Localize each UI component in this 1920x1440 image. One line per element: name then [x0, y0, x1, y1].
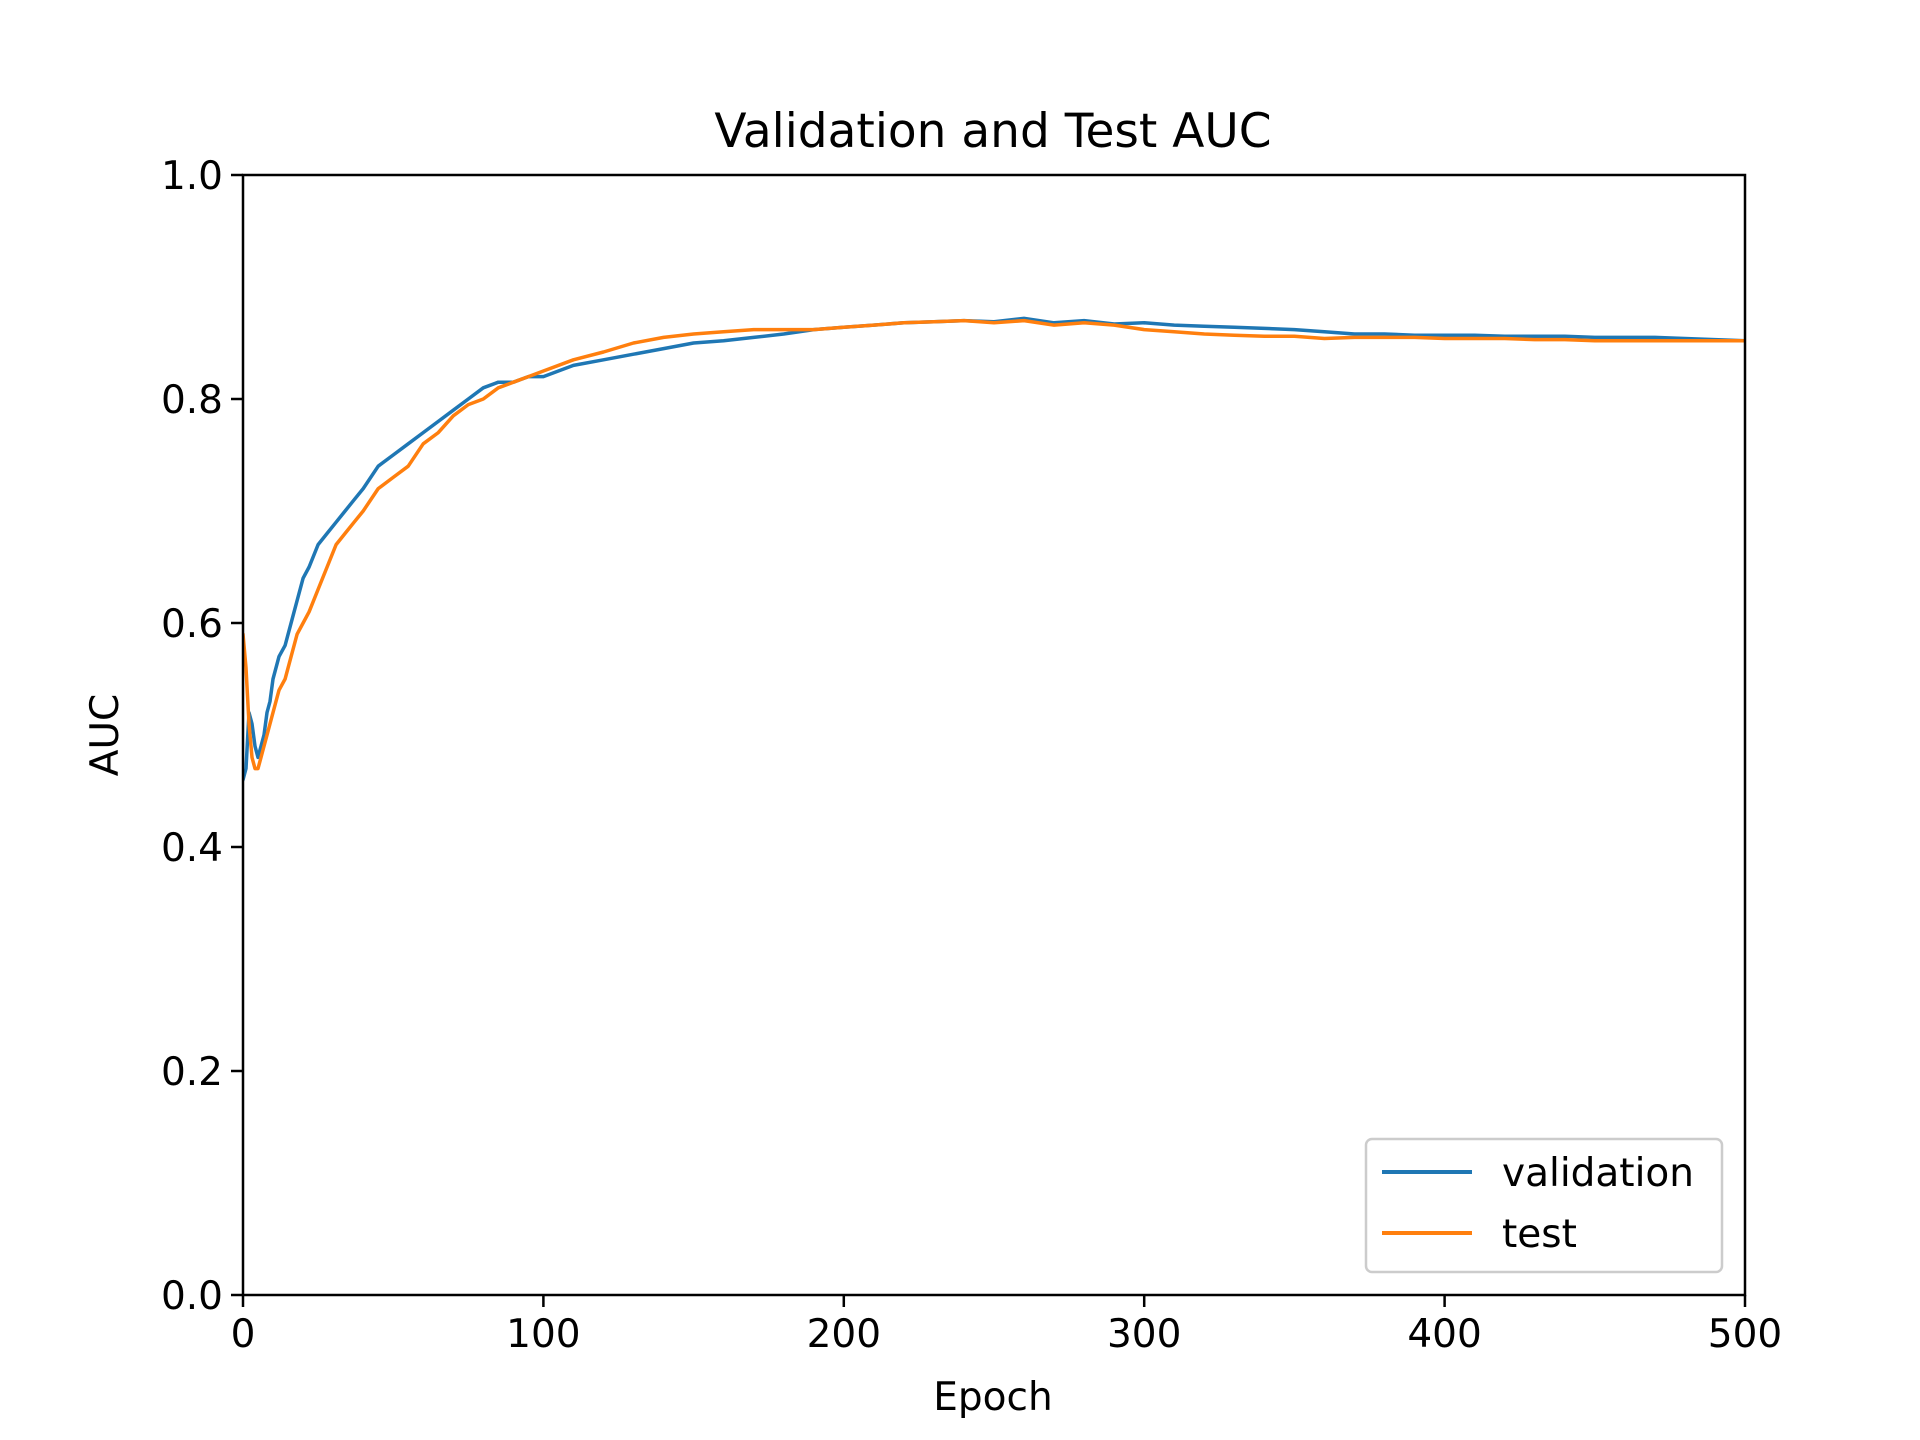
- x-tick-label: 0: [231, 1312, 256, 1357]
- series-layer: [243, 316, 1745, 782]
- x-axis-title: Epoch: [933, 1375, 1052, 1420]
- x-tick-label: 300: [1107, 1312, 1181, 1357]
- y-tick-label: 0.0: [161, 1274, 223, 1319]
- series-line-test: [243, 318, 1745, 771]
- x-axis: 0 100 200 300 400 500: [231, 1295, 1782, 1357]
- y-tick-label: 1.0: [161, 154, 223, 199]
- y-axis-title: AUC: [83, 694, 128, 776]
- chart-title: Validation and Test AUC: [714, 104, 1271, 159]
- y-tick-label: 0.2: [161, 1050, 223, 1095]
- x-tick-label: 400: [1407, 1312, 1481, 1357]
- y-axis: 0.0 0.2 0.4 0.6 0.8 1.0: [161, 154, 243, 1319]
- y-tick-label: 0.6: [161, 602, 223, 647]
- plot-frame: [241, 173, 1747, 1297]
- y-tick-label: 0.8: [161, 378, 223, 423]
- legend-label-test: test: [1502, 1212, 1577, 1257]
- x-tick-label: 500: [1708, 1312, 1782, 1357]
- x-tick-label: 100: [506, 1312, 580, 1357]
- plot-area: [241, 173, 1747, 1297]
- y-tick-label: 0.4: [161, 826, 223, 871]
- legend-label-validation: validation: [1502, 1151, 1694, 1196]
- legend: validation test: [1364, 1137, 1724, 1274]
- series-line-validation: [243, 316, 1745, 782]
- x-tick-label: 200: [807, 1312, 881, 1357]
